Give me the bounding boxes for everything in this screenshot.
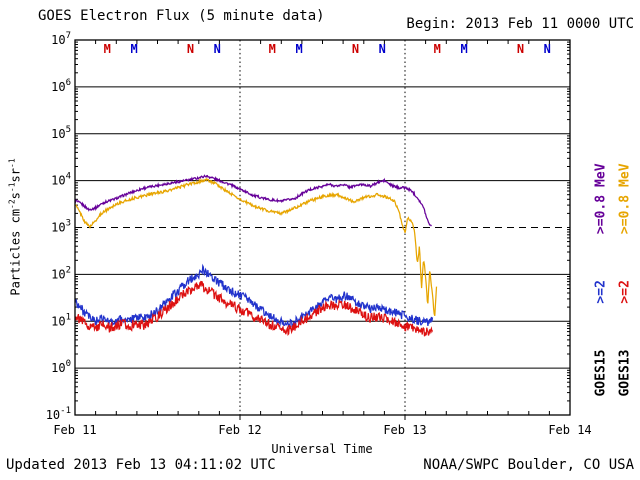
y-tick-label: 102 xyxy=(51,265,71,281)
satellite-marker-m-goes13: M xyxy=(269,42,276,56)
x-tick-label: Feb 14 xyxy=(548,423,591,437)
y-tick-label: 101 xyxy=(51,312,71,328)
chart-title: GOES Electron Flux (5 minute data) xyxy=(38,8,325,24)
legend-goes13-ch-08mev: >=0.8 xyxy=(617,194,633,235)
y-tick-label: 104 xyxy=(51,172,71,188)
begin-timestamp: Begin: 2013 Feb 11 0000 UTC xyxy=(406,16,634,32)
legend-goes15-ch-08mev: >=0.8 xyxy=(593,194,609,235)
satellite-marker-n-goes13: N xyxy=(352,42,359,56)
satellite-marker-n-goes15: N xyxy=(214,42,221,56)
x-tick-label: Feb 11 xyxy=(53,423,96,437)
satellite-marker-n-goes13: N xyxy=(517,42,524,56)
x-tick-label: Feb 13 xyxy=(383,423,426,437)
satellite-marker-m-goes15: M xyxy=(295,42,302,56)
y-axis-title: Particles cm-2s-1sr-1 xyxy=(7,158,23,296)
satellite-marker-m-goes13: M xyxy=(104,42,111,56)
y-tick-label: 105 xyxy=(51,125,71,141)
y-tick-label: 106 xyxy=(51,78,71,94)
satellite-marker-n-goes13: N xyxy=(187,42,194,56)
satellite-marker-n-goes15: N xyxy=(379,42,386,56)
updated-timestamp: Updated 2013 Feb 13 04:11:02 UTC xyxy=(6,457,276,473)
source-attribution: NOAA/SWPC Boulder, CO USA xyxy=(423,457,634,473)
plot-border xyxy=(74,39,571,416)
satellite-marker-m-goes15: M xyxy=(460,42,467,56)
x-tick-label: Feb 12 xyxy=(218,423,261,437)
y-tick-label: 100 xyxy=(51,359,71,375)
satellite-marker-m-goes15: M xyxy=(130,42,137,56)
series-goes15-2-mev xyxy=(75,263,434,329)
satellite-marker-n-goes15: N xyxy=(544,42,551,56)
legend-goes13-satellite: GOES13 xyxy=(617,349,633,397)
legend-goes15-satellite: GOES15 xyxy=(593,349,609,397)
y-tick-label: 107 xyxy=(51,31,71,47)
legend-goes15-unit: MeV xyxy=(593,163,609,187)
y-tick-label: 103 xyxy=(51,219,71,235)
y-tick-label: 10-1 xyxy=(46,406,71,422)
legend-goes13-ch-2mev: >=2 xyxy=(617,280,633,304)
series-goes13-0.8-mev xyxy=(75,177,438,316)
series-goes13-2-mev xyxy=(75,280,434,337)
series-goes15-0.8-mev xyxy=(75,174,432,227)
legend-goes13-unit: MeV xyxy=(617,163,633,187)
legend-goes15: GOES15 >=2 >=0.8 MeV xyxy=(594,163,609,396)
satellite-marker-m-goes13: M xyxy=(434,42,441,56)
legend-goes13: GOES13 >=2 >=0.8 MeV xyxy=(618,163,633,396)
x-axis-title: Universal Time xyxy=(271,442,373,456)
legend-goes15-ch-2mev: >=2 xyxy=(593,280,609,304)
